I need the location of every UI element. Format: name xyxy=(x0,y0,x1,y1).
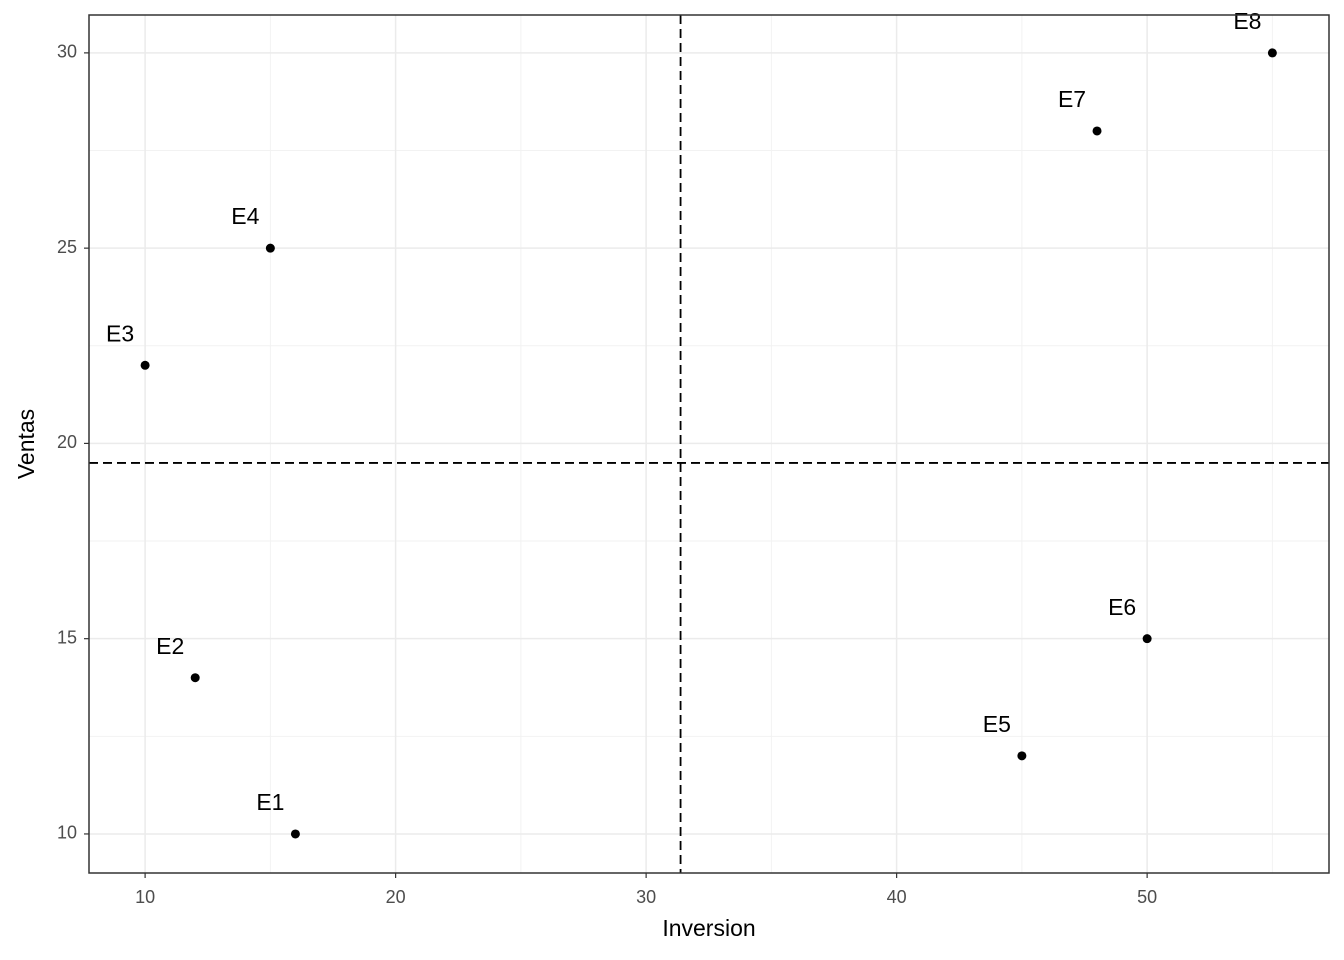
x-tick-label: 10 xyxy=(135,887,155,907)
point-label: E1 xyxy=(256,789,284,815)
x-tick-label: 50 xyxy=(1137,887,1157,907)
point xyxy=(290,829,300,839)
y-axis-title: Ventas xyxy=(13,409,39,479)
point xyxy=(140,360,150,370)
y-tick-label: 30 xyxy=(57,42,77,62)
point-label: E3 xyxy=(106,320,134,346)
point xyxy=(190,673,200,683)
point-label: E8 xyxy=(1233,8,1261,34)
y-tick-label: 10 xyxy=(57,823,77,843)
point-label: E7 xyxy=(1058,86,1086,112)
y-tick-label: 25 xyxy=(57,237,77,257)
point xyxy=(265,243,275,253)
y-tick-label: 20 xyxy=(57,432,77,452)
point-label: E2 xyxy=(156,633,184,659)
point xyxy=(1142,634,1152,644)
point xyxy=(1017,751,1027,761)
panel-border xyxy=(88,14,1330,874)
point-label: E5 xyxy=(983,711,1011,737)
y-tick-label: 15 xyxy=(57,627,77,647)
point xyxy=(1267,48,1277,58)
x-tick-label: 20 xyxy=(386,887,406,907)
point xyxy=(1092,126,1102,136)
x-tick-label: 40 xyxy=(887,887,907,907)
point-label: E6 xyxy=(1108,594,1136,620)
x-axis-title: Inversion xyxy=(662,915,755,941)
x-tick-label: 30 xyxy=(636,887,656,907)
point-label: E4 xyxy=(231,203,259,229)
